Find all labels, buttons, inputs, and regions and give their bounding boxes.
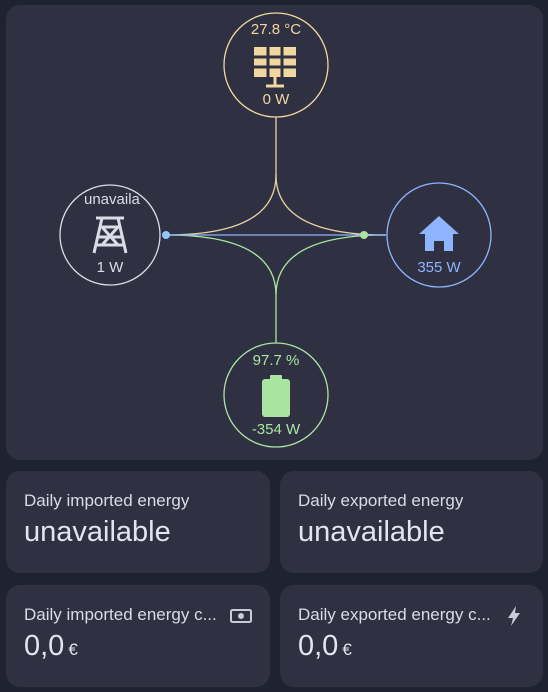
- tile-value: unavailable: [24, 516, 171, 548]
- flash-icon: [508, 606, 520, 626]
- grid-power: 1 W: [96, 259, 124, 276]
- tile-label: Daily exported energy: [298, 491, 464, 510]
- tile-value: unavailable: [298, 516, 445, 548]
- cash-icon: [230, 609, 252, 623]
- solar-temperature: 27.8 °C: [250, 21, 302, 38]
- transmission-tower-icon: [92, 216, 128, 254]
- tile-value-number: 0,0: [298, 630, 339, 662]
- tile-value-number: 0,0: [24, 630, 65, 662]
- tile-label: Daily exported energy c...: [298, 605, 491, 624]
- grid-flow-dot: [162, 231, 170, 239]
- home-flow-dot: [360, 231, 368, 239]
- grid-status: unavailable: [84, 191, 140, 208]
- tile-value: 0,0 €: [24, 630, 78, 663]
- tile-value-unit: €: [68, 640, 78, 659]
- solar-panel-icon: [254, 47, 296, 88]
- solar-power: 0 W: [262, 91, 290, 108]
- solar-to-grid-line: [165, 115, 277, 236]
- tile-value-unit: €: [342, 640, 352, 659]
- battery-power: -354 W: [251, 421, 301, 438]
- energy-flow-card: 27.8 °C 0 W unavailable 1 W 355 W 97.7 %…: [6, 5, 543, 460]
- solar-to-home-line: [275, 174, 387, 236]
- battery-to-grid-line: [165, 234, 277, 345]
- tile-label: Daily imported energy: [24, 491, 190, 510]
- battery-level: 97.7 %: [252, 352, 300, 369]
- tile-daily-imported-energy-cost[interactable]: Daily imported energy c... 0,0 €: [6, 585, 270, 687]
- tile-daily-exported-energy[interactable]: Daily exported energy unavailable: [280, 471, 543, 573]
- battery-icon: [262, 375, 290, 417]
- tile-daily-imported-energy[interactable]: Daily imported energy unavailable: [6, 471, 270, 573]
- tile-label: Daily imported energy c...: [24, 605, 217, 624]
- battery-to-home-line: [275, 234, 387, 296]
- energy-flow-diagram: [59, 12, 492, 448]
- home-icon: [419, 216, 459, 251]
- home-power: 355 W: [417, 259, 461, 276]
- tile-value: 0,0 €: [298, 630, 352, 663]
- tile-daily-exported-energy-cost[interactable]: Daily exported energy c... 0,0 €: [280, 585, 543, 687]
